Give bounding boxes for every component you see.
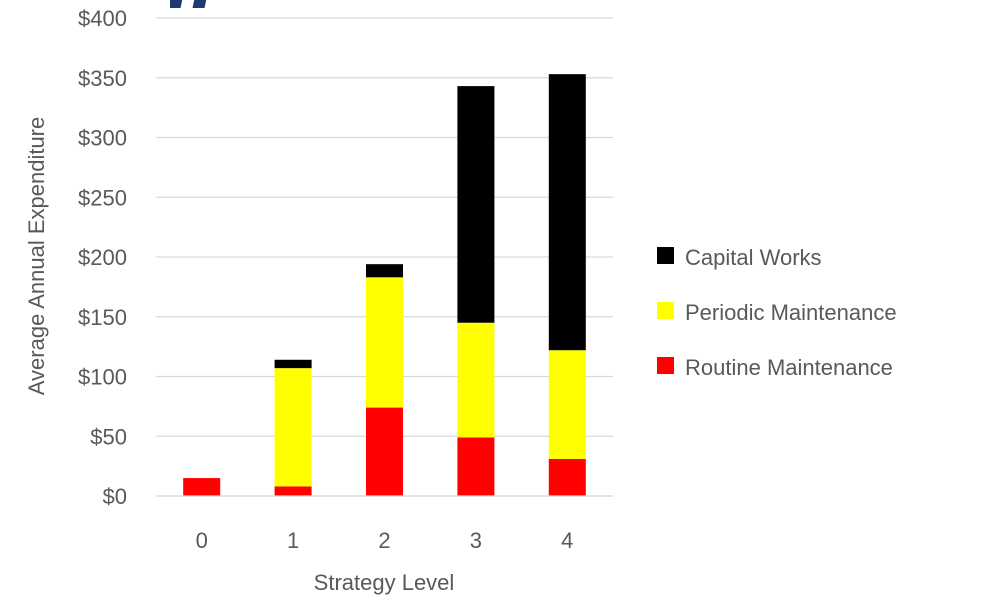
legend-swatch xyxy=(657,302,674,319)
y-tick-label: $300 xyxy=(78,126,127,151)
legend-swatch xyxy=(657,357,674,374)
bar-segment-routine-maintenance xyxy=(183,478,221,496)
y-tick-label: $150 xyxy=(78,305,127,330)
bar-series-group xyxy=(156,74,613,497)
bar-segment-capital-works xyxy=(457,86,495,323)
y-tick-labels: $0 $50 $100 $150 $200 $250 $300 $350 $400 xyxy=(78,6,127,509)
bar-segment-capital-works xyxy=(366,264,403,278)
bar-segment-routine-maintenance xyxy=(274,486,312,496)
y-tick-label: $250 xyxy=(78,185,127,210)
y-tick-label: $200 xyxy=(78,245,127,270)
legend-label: Periodic Maintenance xyxy=(685,300,897,325)
bar-segment-routine-maintenance xyxy=(366,407,403,496)
y-tick-label: $50 xyxy=(90,424,127,449)
bar-segment-periodic-maintenance xyxy=(548,350,586,459)
x-tick-label: 0 xyxy=(196,528,208,553)
bar-segment-capital-works xyxy=(274,359,312,369)
bar-segment-periodic-maintenance xyxy=(457,322,495,438)
x-tick-label: 4 xyxy=(561,528,573,553)
legend-label: Routine Maintenance xyxy=(685,355,893,380)
legend: Capital Works Periodic Maintenance Routine… xyxy=(657,245,897,380)
x-tick-label: 3 xyxy=(470,528,482,553)
bar-segment-capital-works xyxy=(548,74,586,351)
y-axis-title: Average Annual Expenditure xyxy=(24,117,49,395)
bar-segment-periodic-maintenance xyxy=(366,277,403,408)
x-axis-title: Strategy Level xyxy=(314,570,455,595)
x-tick-label: 1 xyxy=(287,528,299,553)
grid-lines xyxy=(156,17,613,497)
bar-segment-routine-maintenance xyxy=(457,437,495,496)
x-tick-label: 2 xyxy=(378,528,390,553)
legend-label: Capital Works xyxy=(685,245,822,270)
legend-swatch xyxy=(657,247,674,264)
y-tick-label: $0 xyxy=(103,484,127,509)
y-tick-label: $400 xyxy=(78,6,127,31)
bar-segment-periodic-maintenance xyxy=(274,368,312,487)
y-tick-label: $100 xyxy=(78,365,127,390)
x-tick-labels: 0 1 2 3 4 xyxy=(196,528,574,553)
y-tick-label: $350 xyxy=(78,66,127,91)
bar-segment-routine-maintenance xyxy=(548,458,586,496)
